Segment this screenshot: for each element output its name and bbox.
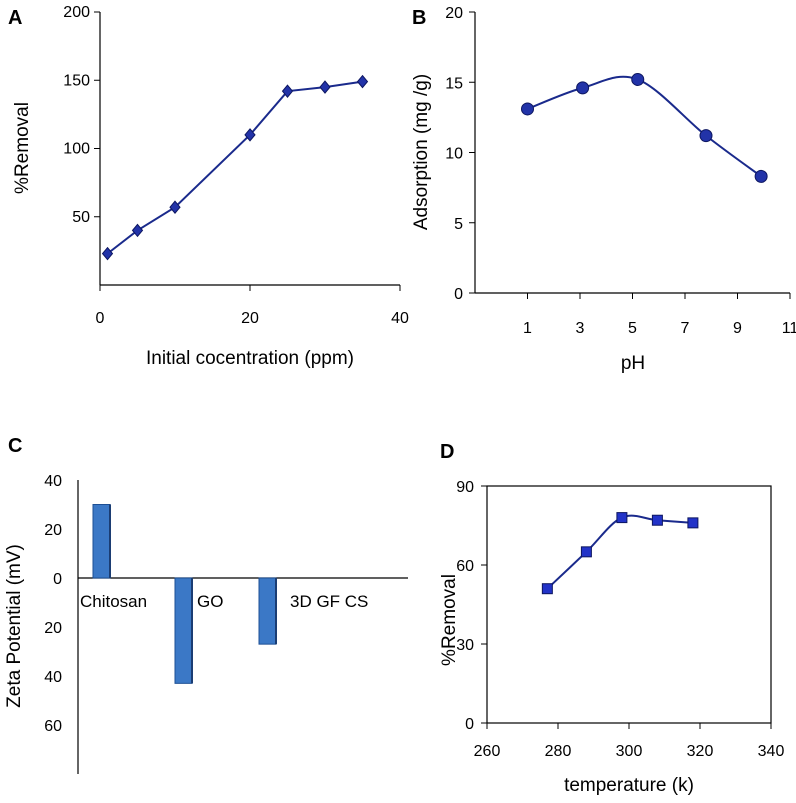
data-point xyxy=(616,512,628,524)
panel-a-y-ticks: 50 100 150 200 xyxy=(63,4,100,226)
panel-a: A 50 100 150 200 0 20 40 Initial cocentration… xyxy=(8,4,409,369)
category-label: GO xyxy=(197,592,223,611)
y-tick-label: 10 xyxy=(445,146,463,163)
data-point xyxy=(101,246,114,261)
panel-d-plot-frame xyxy=(486,485,772,724)
x-tick-label: 340 xyxy=(758,743,785,760)
bar xyxy=(174,577,193,684)
data-point xyxy=(754,169,768,183)
x-tick-label: 320 xyxy=(687,743,714,760)
panel-d: D 0 30 60 90 260 280 300 320 340 temperature (k… xyxy=(439,441,784,796)
data-point xyxy=(319,80,331,94)
y-tick-label: 100 xyxy=(63,141,90,158)
series-line xyxy=(106,80,363,255)
panel-a-series xyxy=(101,74,369,261)
y-tick-label: 20 xyxy=(44,620,62,637)
y-tick-label: 40 xyxy=(44,473,62,490)
y-tick-label: 30 xyxy=(456,637,474,654)
x-tick-label: 1 xyxy=(523,320,532,337)
y-tick-label: 20 xyxy=(445,5,463,22)
panel-a-x-ticks: 0 20 40 xyxy=(96,285,409,327)
x-tick-label: 11 xyxy=(782,320,796,337)
bar xyxy=(258,577,277,645)
panel-d-x-ticks: 260 280 300 320 340 xyxy=(474,723,785,760)
y-tick-label: 60 xyxy=(456,558,474,575)
x-tick-label: 260 xyxy=(474,743,501,760)
panel-c-bars: Chitosan GO 3D GF CS xyxy=(80,504,368,684)
panel-b-y-ticks: 0 5 10 15 20 xyxy=(445,5,475,303)
data-point xyxy=(687,517,699,529)
data-point xyxy=(631,72,645,86)
data-point xyxy=(576,81,590,95)
x-tick-label: 3 xyxy=(576,320,585,337)
data-point xyxy=(356,74,369,89)
x-tick-label: 20 xyxy=(241,310,259,327)
data-point xyxy=(699,129,713,143)
x-tick-label: 7 xyxy=(681,320,690,337)
panel-b-x-ticks: 1 3 5 7 9 11 xyxy=(523,293,796,337)
y-tick-label: 5 xyxy=(454,216,463,233)
panel-c: C 40 20 0 20 40 60 Chitosan GO 3D GF CS Zeta Po… xyxy=(4,435,408,774)
y-tick-label: 15 xyxy=(445,75,463,92)
y-tick-label: 0 xyxy=(465,716,474,733)
y-tick-label: 90 xyxy=(456,479,474,496)
panel-b-letter: B xyxy=(412,7,426,29)
data-point xyxy=(521,102,534,116)
data-point xyxy=(580,546,592,558)
panel-c-y-ticks: 40 20 0 20 40 60 xyxy=(44,473,62,735)
panel-b: B 0 5 10 15 20 1 3 5 7 9 11 pH Adsorption (mg /g) xyxy=(411,5,796,374)
panel-d-series xyxy=(541,512,699,595)
series-line xyxy=(546,514,693,590)
panel-d-letter: D xyxy=(440,441,454,463)
category-label: 3D GF CS xyxy=(290,592,368,611)
panel-c-letter: C xyxy=(8,435,22,457)
y-tick-label: 200 xyxy=(63,4,90,21)
data-point xyxy=(541,583,553,595)
bar xyxy=(92,504,111,579)
y-tick-label: 60 xyxy=(44,718,62,735)
panel-b-series xyxy=(521,72,768,183)
panel-a-x-label: Initial cocentration (ppm) xyxy=(146,348,354,369)
panel-d-x-label: temperature (k) xyxy=(564,775,694,796)
y-tick-label: 40 xyxy=(44,669,62,686)
x-tick-label: 280 xyxy=(545,743,572,760)
y-tick-label: 0 xyxy=(454,286,463,303)
category-label: Chitosan xyxy=(80,592,147,611)
y-tick-label: 0 xyxy=(53,571,62,588)
panel-c-y-label: Zeta Potential (mV) xyxy=(4,544,25,708)
panel-d-y-label: %Removal xyxy=(439,574,460,666)
panel-a-y-label: %Removal xyxy=(12,102,33,194)
panel-a-letter: A xyxy=(8,7,22,29)
x-tick-label: 300 xyxy=(616,743,643,760)
y-tick-label: 20 xyxy=(44,522,62,539)
panel-d-y-ticks: 0 30 60 90 xyxy=(456,479,487,733)
data-point xyxy=(651,514,663,526)
x-tick-label: 0 xyxy=(96,310,105,327)
data-point xyxy=(244,128,256,142)
series-line xyxy=(527,75,762,178)
x-tick-label: 9 xyxy=(733,320,742,337)
x-tick-label: 5 xyxy=(628,320,637,337)
panel-b-x-label: pH xyxy=(621,353,645,374)
y-tick-label: 50 xyxy=(72,209,90,226)
x-tick-label: 40 xyxy=(391,310,409,327)
panel-b-y-label: Adsorption (mg /g) xyxy=(411,74,432,230)
data-point xyxy=(169,200,181,214)
data-point xyxy=(131,223,144,238)
y-tick-label: 150 xyxy=(63,72,90,89)
data-point xyxy=(281,84,294,98)
